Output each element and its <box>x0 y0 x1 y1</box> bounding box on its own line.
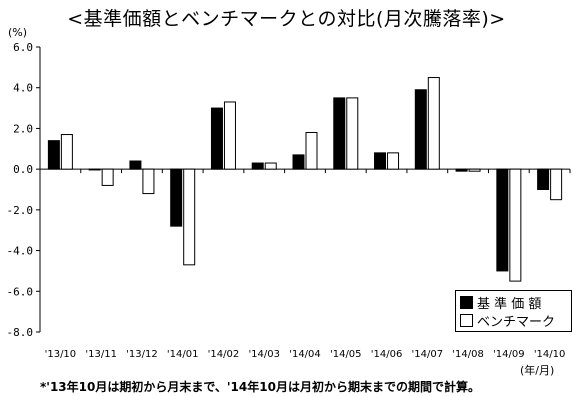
x-tick-label: '14/07 <box>412 349 444 360</box>
x-tick-label: '13/12 <box>126 349 158 360</box>
legend-label-fund: 基 準 価 額 <box>477 296 542 312</box>
x-tick-label: '14/05 <box>330 349 362 360</box>
fund-bar <box>333 97 346 170</box>
benchmark-bar <box>264 162 277 170</box>
x-tick-labels: '13/10 '13/11 '13/12 '14/01 '14/02 '14/03 '14/… <box>45 349 566 360</box>
legend: 基 準 価 額 ベンチマーク <box>455 290 572 332</box>
fund-bar <box>292 154 305 170</box>
fund-bar <box>210 107 223 170</box>
x-tick-label: '13/11 <box>85 349 117 360</box>
fund-bar <box>374 152 387 170</box>
x-tick-label: '14/06 <box>371 349 403 360</box>
x-tick-label: '14/08 <box>452 349 484 360</box>
y-tick-label: -4.0 <box>7 245 34 258</box>
y-tick-label: 6.0 <box>13 41 33 54</box>
bars <box>47 77 563 282</box>
benchmark-bar <box>183 168 196 266</box>
axes <box>39 47 571 332</box>
legend-swatch-benchmark <box>460 313 473 327</box>
x-tick-label: '14/10 <box>534 349 566 360</box>
x-tick-label: '14/04 <box>289 349 321 360</box>
benchmark-bar <box>142 168 155 195</box>
x-tick-label: '14/02 <box>208 349 240 360</box>
x-tick-label: '13/10 <box>45 349 77 360</box>
fund-bar <box>129 160 142 170</box>
legend-item-fund: 基 準 価 額 <box>460 294 542 312</box>
y-tick-label: 4.0 <box>13 82 33 95</box>
legend-label-benchmark: ベンチマーク <box>477 314 556 330</box>
y-ticks: 6.0 4.0 2.0 0.0 -2.0 -4.0 -6.0 -8.0 <box>7 41 40 339</box>
fund-bar <box>88 168 101 171</box>
y-tick-label: -2.0 <box>7 204 34 217</box>
chart-title: <基準価額とベンチマークとの対比(月次騰落率)> <box>67 8 506 30</box>
x-tick-label: '14/01 <box>167 349 199 360</box>
fund-bar <box>455 168 468 172</box>
x-axis-unit: (年/月) <box>520 364 555 377</box>
y-tick-label: -8.0 <box>7 326 34 339</box>
fund-bar <box>170 168 183 227</box>
fund-bar <box>414 89 427 170</box>
benchmark-bar <box>101 168 114 186</box>
benchmark-bar <box>223 101 236 170</box>
benchmark-bar <box>305 132 318 170</box>
benchmark-bar <box>60 134 73 170</box>
benchmark-bar <box>509 168 522 282</box>
footnote: *'13年10月は期初から月末まで、'14年10月は月初から期末までの期間で計算… <box>40 380 480 394</box>
legend-item-benchmark: ベンチマーク <box>460 312 556 330</box>
y-tick-label: 2.0 <box>13 122 33 135</box>
legend-swatch-fund <box>460 295 473 309</box>
benchmark-bar <box>468 168 481 172</box>
fund-bar <box>47 140 60 170</box>
y-axis-unit: (%) <box>8 26 28 39</box>
x-tick-label: '14/03 <box>248 349 280 360</box>
y-tick-label: -6.0 <box>7 285 34 298</box>
benchmark-bar <box>346 97 359 170</box>
benchmark-bar <box>550 168 563 201</box>
fund-bar <box>537 168 550 190</box>
x-tick-label: '14/09 <box>493 349 525 360</box>
fund-bar <box>496 168 509 272</box>
y-tick-label: 0.0 <box>13 163 33 176</box>
benchmark-bar <box>427 77 440 170</box>
benchmark-bar <box>387 152 400 170</box>
fund-bar <box>251 162 264 170</box>
